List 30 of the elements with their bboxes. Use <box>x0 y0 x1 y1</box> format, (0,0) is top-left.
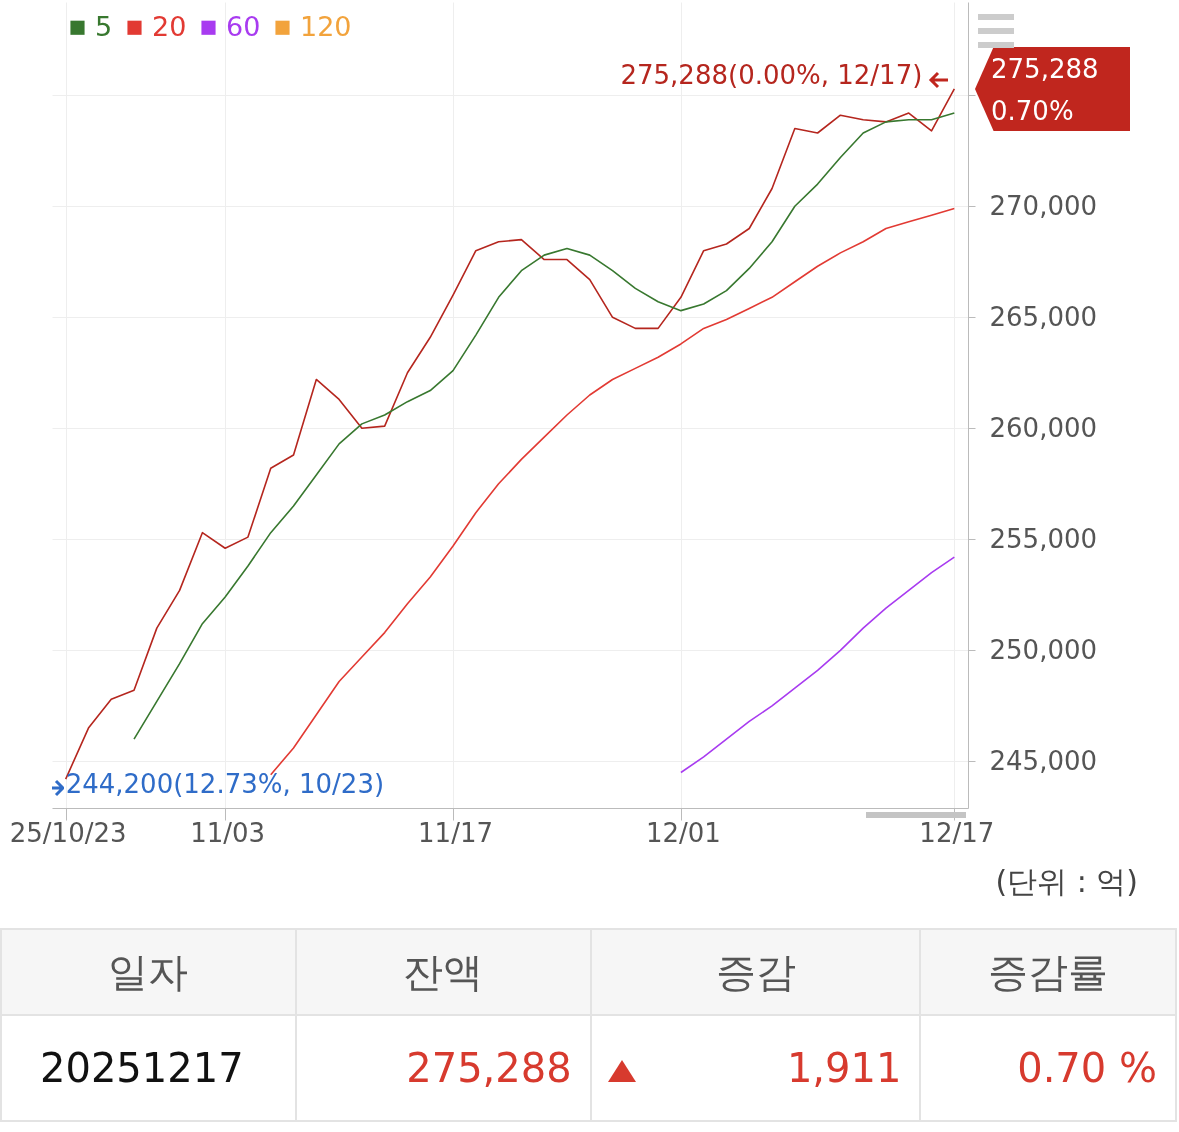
y-tick-label: 270,000 <box>989 190 1098 221</box>
legend-label: 5 <box>95 10 113 42</box>
text: 275,288 <box>406 1045 572 1091</box>
text: 0.70 % <box>1017 1045 1157 1091</box>
text: 증감률 <box>920 929 1176 1015</box>
x-tick-label: 11/03 <box>190 817 266 848</box>
text: 잔액 <box>295 929 591 1015</box>
y-tick-label: 250,000 <box>989 634 1098 665</box>
y-tick-label: 245,000 <box>989 745 1098 776</box>
text: 일자 <box>1 929 296 1015</box>
y-tick-label: 255,000 <box>989 523 1098 554</box>
text: 1,911 <box>786 1045 902 1091</box>
text: 275,288 <box>991 53 1099 86</box>
legend-label: 120 <box>300 10 352 42</box>
text: 20251217 <box>40 1045 244 1091</box>
text: 증감 <box>590 929 921 1015</box>
x-tick-label: 25/10/23 <box>9 817 127 848</box>
line-series <box>680 556 956 774</box>
y-tick-label: 260,000 <box>989 412 1098 443</box>
text: 0.70% <box>991 95 1075 128</box>
annotation: 275,288(0.00%, 12/17) <box>620 59 923 90</box>
annotation: 244,200(12.73%, 10/23) <box>65 769 385 800</box>
text: (단위 : 억) <box>995 863 1138 901</box>
x-tick-label: 12/01 <box>645 817 721 848</box>
y-tick-label: 265,000 <box>989 301 1098 332</box>
legend-label: 60 <box>226 10 261 42</box>
legend-label: 20 <box>152 10 187 42</box>
line-series <box>133 112 956 740</box>
x-tick-label: 12/17 <box>919 817 995 848</box>
x-tick-label: 11/17 <box>418 817 493 848</box>
